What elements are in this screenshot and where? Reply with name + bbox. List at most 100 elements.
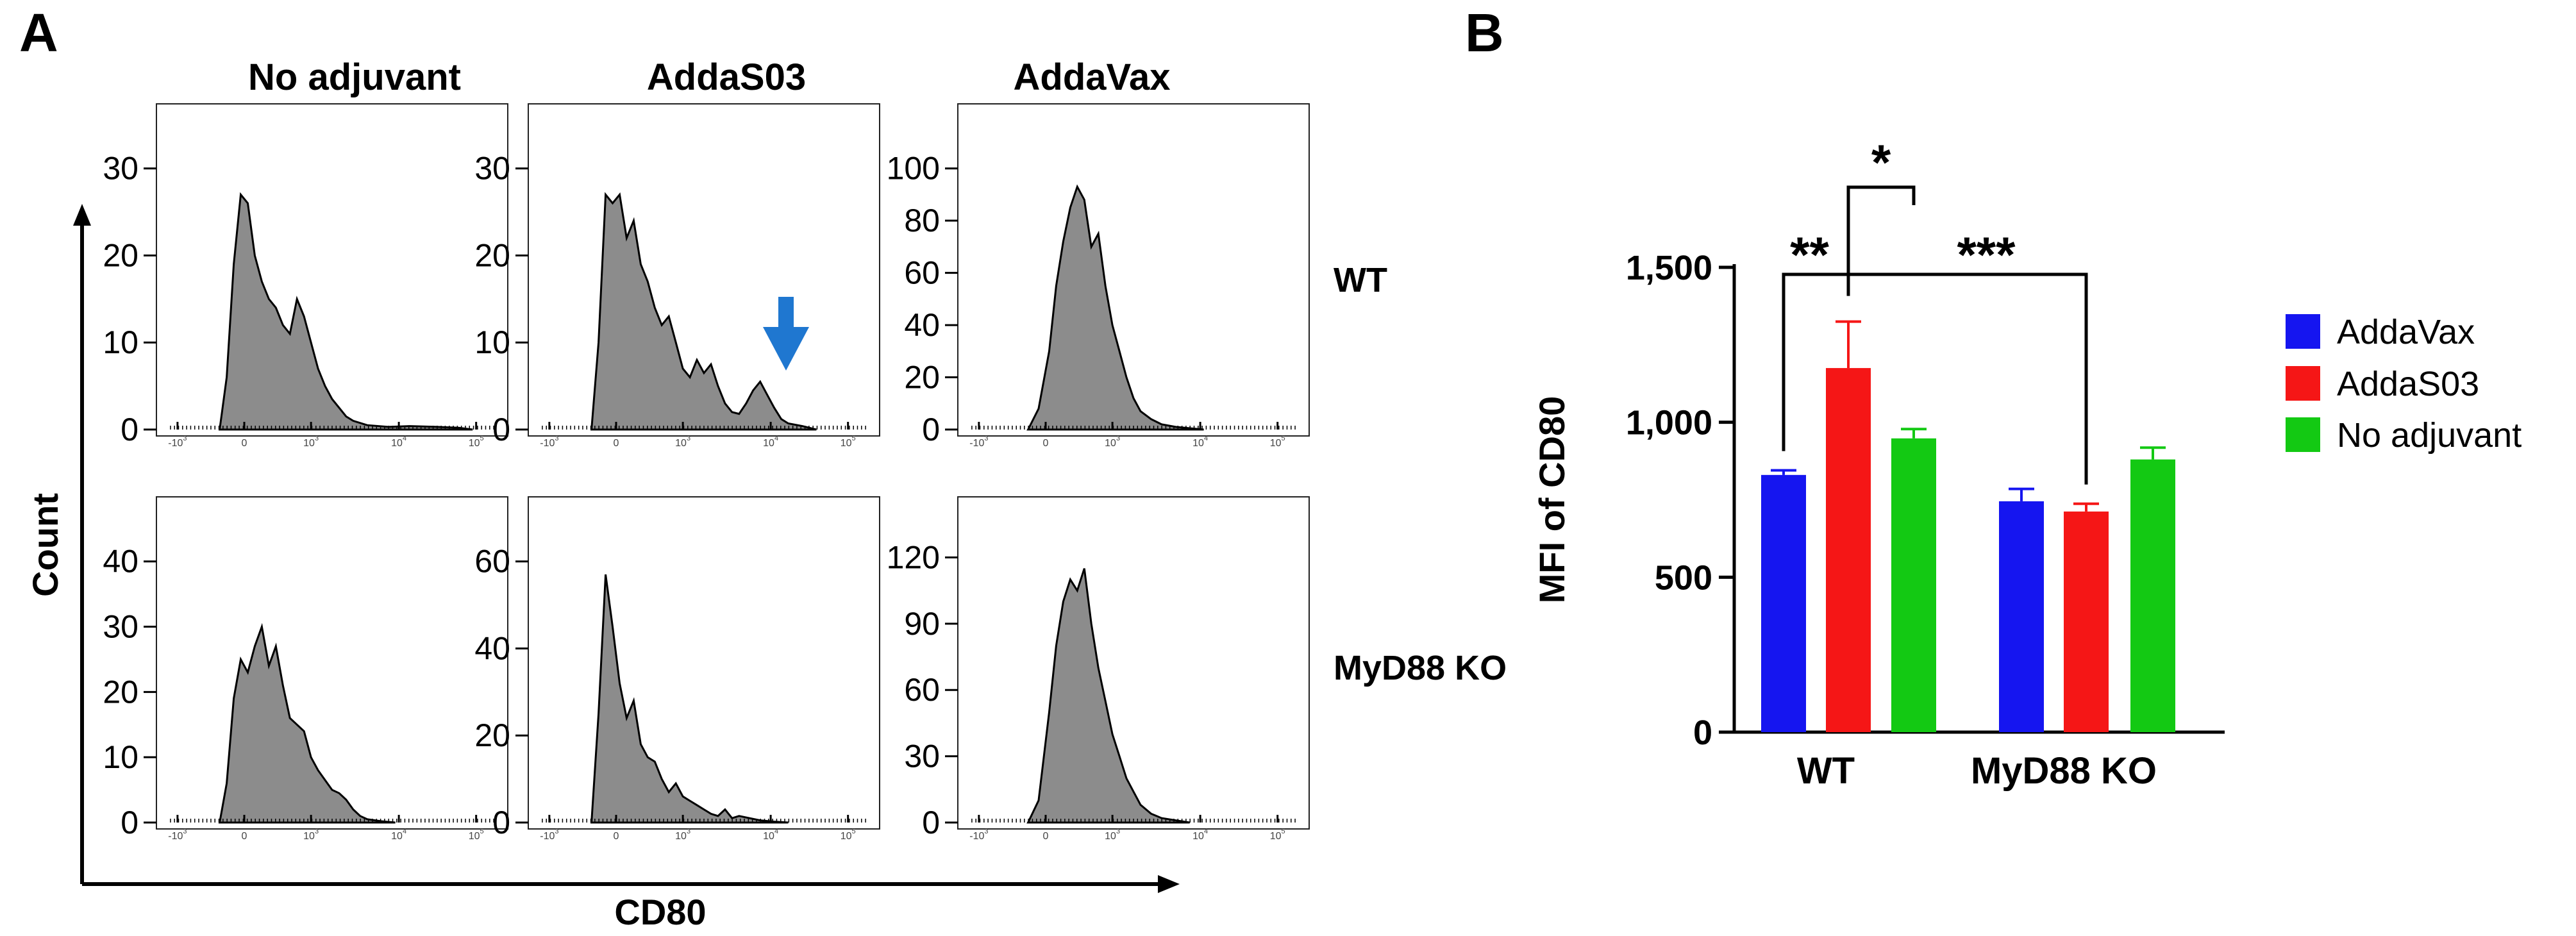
y-tick-label: 20 [474, 717, 510, 753]
x-tick-exponent: 5 [852, 828, 856, 835]
x-tick-label: 105 [469, 435, 484, 449]
x-tick-label: 0 [242, 438, 247, 449]
col-title-addas03: AddaS03 [647, 56, 806, 98]
x-tick-label: -103 [540, 828, 558, 842]
y-tick-label: 1,500 [1626, 249, 1712, 287]
significance-label: * [1871, 134, 1891, 190]
col-title-no-adjuvant: No adjuvant [248, 56, 461, 98]
histogram-addas03-wt: 0 10 20 30 -103 0 103 104 105 [474, 103, 880, 449]
significance-bracket [1848, 272, 2088, 485]
x-tick-exponent: 4 [774, 828, 778, 835]
x-tick-label: 105 [841, 435, 856, 449]
y-tick-label: 40 [904, 307, 940, 343]
x-tick-exponent: 3 [1116, 828, 1120, 835]
significance-bracket [1846, 185, 1916, 274]
x-tick-label: 0 [614, 438, 619, 449]
y-tick-label: 60 [904, 672, 940, 708]
x-tick-label: -103 [168, 435, 187, 449]
x-category-label: WT [1797, 750, 1855, 792]
y-tick-label: 80 [904, 203, 940, 238]
y-tick-label: 30 [103, 609, 138, 645]
y-tick-label: 40 [103, 544, 138, 580]
y-tick-label: 20 [904, 360, 940, 396]
x-tick-exponent: 5 [480, 828, 484, 835]
bar-addavax [1761, 474, 1806, 732]
histogram-series [590, 574, 789, 824]
histogram-frame [528, 103, 880, 437]
y-tick-label: 60 [474, 544, 510, 580]
histogram-frame [156, 103, 508, 437]
x-tick-exponent: 5 [1282, 828, 1285, 835]
y-tick-label: 0 [922, 805, 940, 840]
y-tick-label: 0 [492, 412, 510, 447]
x-tick-exponent: 4 [1204, 435, 1208, 442]
histogram-series [218, 192, 473, 431]
legend-label: AddaVax [2337, 313, 2475, 351]
x-tick-label: 103 [675, 435, 690, 449]
x-tick-label: -103 [969, 828, 988, 842]
x-tick-label: -103 [168, 828, 187, 842]
x-tick-exponent: 4 [1204, 828, 1208, 835]
bar-addas03 [2064, 511, 2109, 732]
x-tick-label: 103 [675, 828, 690, 842]
y-tick-label: 20 [103, 674, 138, 710]
x-tick-label: 105 [841, 828, 856, 842]
x-tick-exponent: 3 [1116, 435, 1120, 442]
x-tick-label: 0 [1043, 831, 1049, 842]
x-tick-exponent: 3 [555, 828, 558, 835]
row-label-wt: WT [1334, 261, 1387, 299]
x-tick-label: 103 [1105, 435, 1120, 449]
x-category-label: MyD88 KO [1971, 750, 2157, 792]
x-tick-label: 105 [1270, 435, 1285, 449]
panel-a-letter: A [19, 3, 58, 63]
histogram-series [1026, 184, 1204, 431]
x-tick-label: 103 [303, 828, 319, 842]
x-tick-exponent: 5 [852, 435, 856, 442]
y-tick-label: 120 [887, 539, 940, 575]
x-tick-exponent: 3 [687, 828, 690, 835]
x-tick-label: 103 [1105, 828, 1120, 842]
significance-label: ** [1790, 226, 1829, 283]
y-tick-label: 60 [904, 255, 940, 291]
col-title-addavax: AddaVax [1014, 56, 1171, 98]
histogram-series [1026, 568, 1190, 824]
histogram-series [590, 192, 817, 431]
histogram-frame [957, 103, 1310, 437]
x-tick-exponent: 3 [183, 435, 187, 442]
y-tick-label: 30 [474, 151, 510, 187]
row-label-myd88-ko: MyD88 KO [1334, 649, 1507, 687]
x-tick-label: 104 [391, 435, 406, 449]
y-tick-label: 30 [103, 151, 138, 187]
bar-addas03 [1826, 368, 1871, 732]
histogram-frame [957, 496, 1310, 830]
y-axis-label: MFI of CD80 [1532, 396, 1572, 604]
x-tick-label: 104 [1192, 828, 1208, 842]
x-axis-label-cd80: CD80 [614, 892, 706, 932]
significance-label: *** [1957, 226, 2016, 283]
y-tick-label: 20 [103, 237, 138, 273]
histogram-addas03-myd88-ko: 0 20 40 60 -103 0 103 104 105 [474, 496, 880, 842]
y-tick-label: 100 [887, 151, 940, 187]
y-tick-label: 0 [492, 805, 510, 840]
y-tick-label: 0 [121, 412, 138, 447]
histogram-frame [156, 496, 508, 830]
x-tick-label: 104 [763, 435, 778, 449]
legend-swatch [2286, 366, 2320, 401]
x-tick-exponent: 5 [480, 435, 484, 442]
y-tick-label: 10 [103, 324, 138, 360]
x-tick-exponent: 4 [403, 435, 406, 442]
panel-a-big-axes [73, 204, 1180, 893]
x-tick-label: -103 [969, 435, 988, 449]
histogram-addavax-wt: 0 20 40 60 80 100 -103 0 103 104 105 [887, 103, 1310, 449]
x-tick-exponent: 3 [984, 435, 988, 442]
bar-no-adjuvant [1891, 438, 1936, 732]
x-tick-label: 105 [469, 828, 484, 842]
y-tick-label: 500 [1655, 558, 1712, 597]
histogram-addavax-myd88-ko: 0 30 60 90 120 -103 0 103 104 105 [887, 496, 1310, 842]
y-axis-label-count: Count [25, 493, 65, 597]
x-tick-label: 0 [614, 831, 619, 842]
x-tick-label: 103 [303, 435, 319, 449]
